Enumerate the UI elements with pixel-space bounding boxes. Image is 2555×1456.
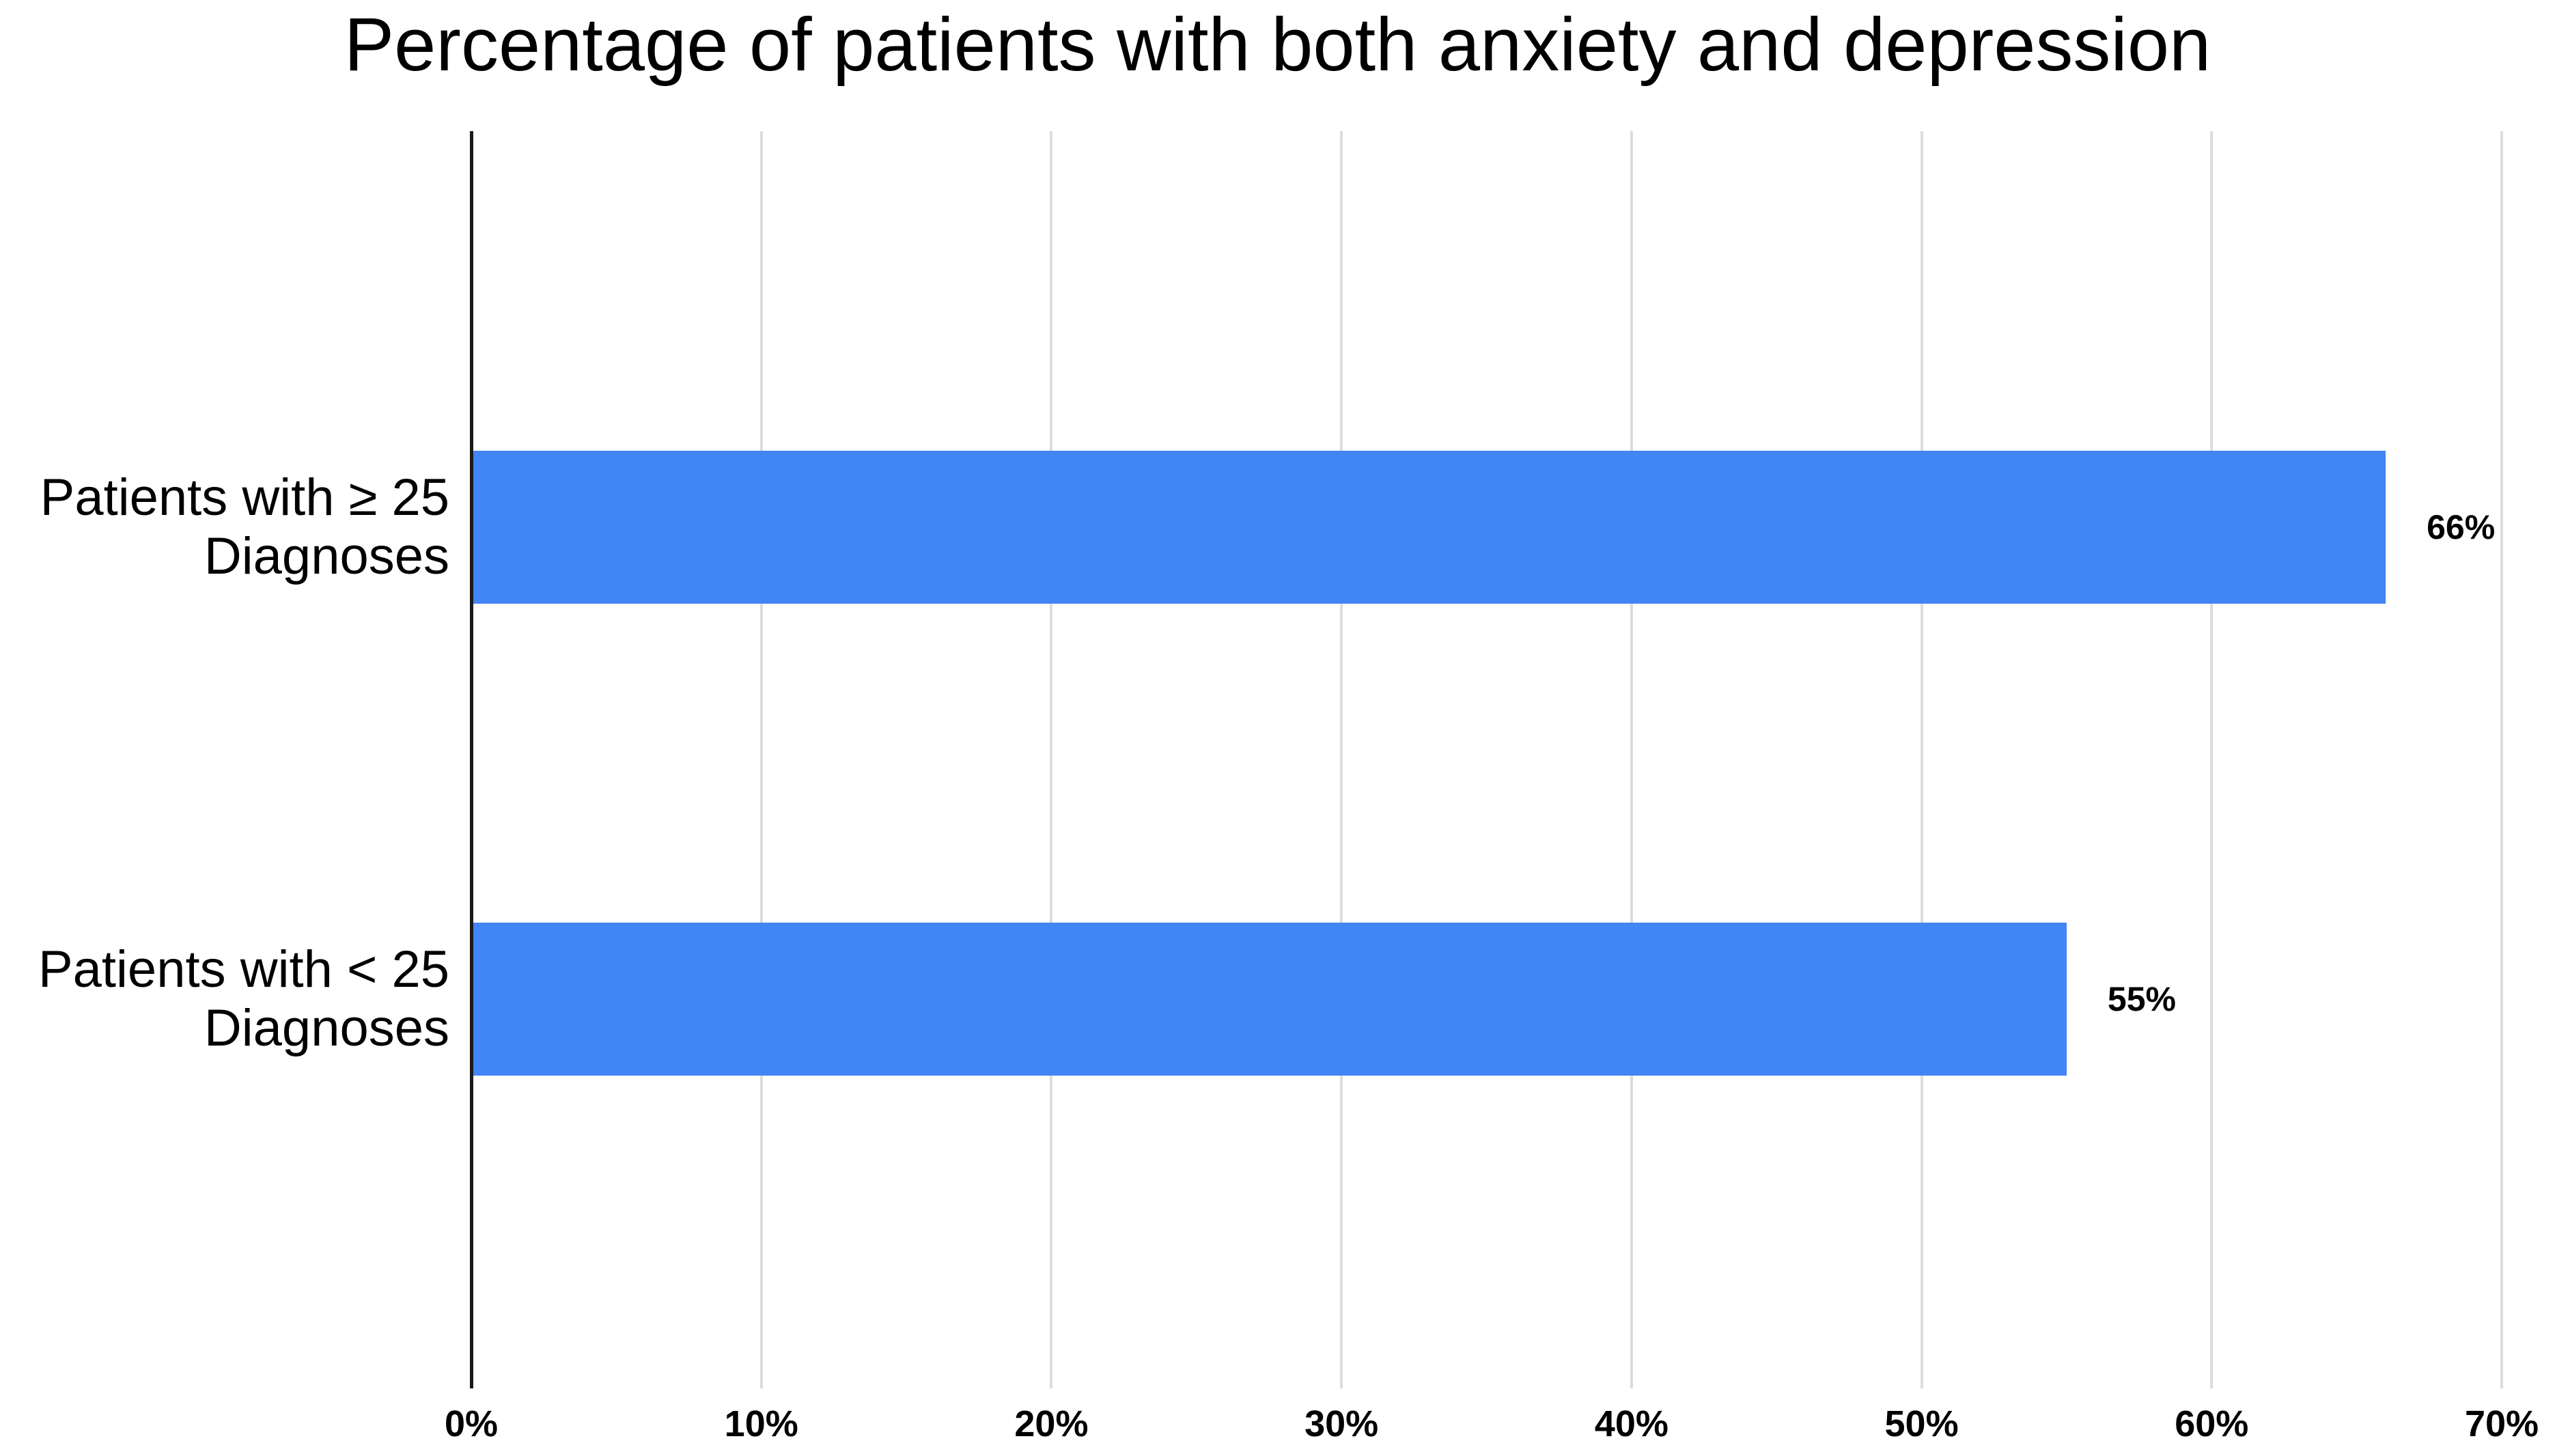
x-tick-label: 30%	[1304, 1403, 1379, 1444]
category-label: Patients with < 25 Diagnoses	[0, 940, 449, 1058]
x-tick-label: 40%	[1594, 1403, 1669, 1444]
plot-area: 66% 55%	[470, 131, 2503, 1388]
category-label: Patients with ≥ 25 Diagnoses	[0, 468, 449, 586]
category-label-line: Patients with < 25	[38, 940, 449, 998]
gridline	[2210, 131, 2214, 1388]
x-tick-label: 70%	[2464, 1403, 2539, 1444]
category-label-line: Patients with ≥ 25	[40, 468, 449, 527]
gridline	[759, 131, 763, 1388]
gridline	[1050, 131, 1053, 1388]
gridline	[1920, 131, 1923, 1388]
bar	[471, 451, 2386, 604]
bar	[471, 923, 2067, 1076]
x-tick-label: 0%	[444, 1403, 499, 1444]
x-tick-label: 20%	[1014, 1403, 1089, 1444]
chart-title: Percentage of patients with both anxiety…	[344, 3, 2211, 87]
y-axis-baseline	[470, 131, 473, 1388]
value-label: 55%	[2107, 980, 2176, 1018]
x-tick-label: 50%	[1884, 1403, 1959, 1444]
gridline	[1630, 131, 1633, 1388]
x-tick-label: 10%	[724, 1403, 798, 1444]
gridline	[1340, 131, 1343, 1388]
category-label-line: Diagnoses	[204, 527, 449, 585]
gridline	[2500, 131, 2503, 1388]
value-label: 66%	[2427, 508, 2496, 546]
category-label-line: Diagnoses	[204, 999, 449, 1057]
x-tick-label: 60%	[2175, 1403, 2249, 1444]
